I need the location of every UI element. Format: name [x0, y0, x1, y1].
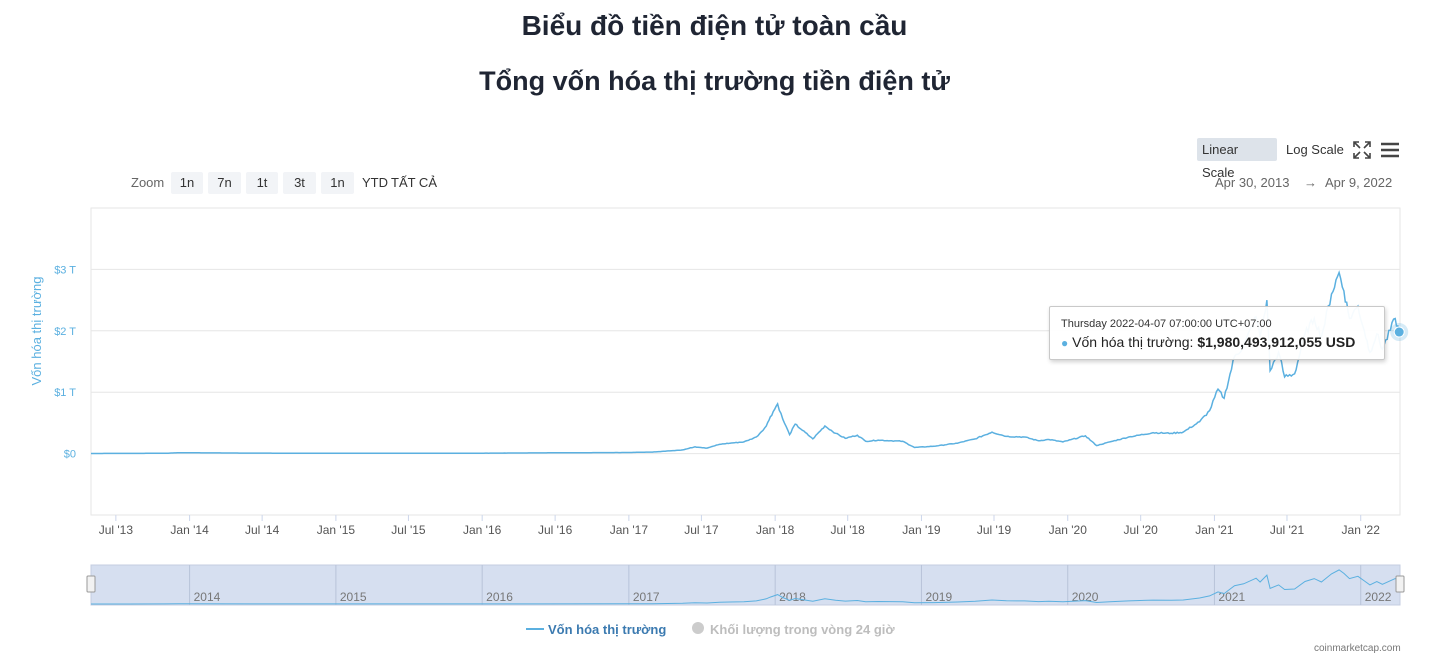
x-axis-ticks: Jul '13 Jan '14 Jul '14 Jan '15 Jul '15 Jan '… [99, 515, 1381, 537]
navigator-year-label: 2022 [1365, 590, 1392, 604]
x-tick-label: Jan '19 [902, 523, 941, 537]
navigator-year-labels: 2014 2015 2016 2017 2018 2019 2020 2021 2022 [189, 565, 1392, 605]
tooltip: Thursday 2022-04-07 07:00:00 UTC+07:00 ●… [1049, 306, 1385, 360]
x-tick-label: Jul '14 [245, 523, 280, 537]
navigator-background [90, 564, 1401, 606]
range-to-input[interactable]: Apr 9, 2022 [1325, 175, 1393, 190]
x-tick-label: Jan '20 [1049, 523, 1088, 537]
y-tick-label: $0 [64, 449, 76, 461]
tooltip-bullet-icon: ● [1061, 336, 1069, 350]
x-tick-label: Jul '18 [831, 523, 866, 537]
navigator-year-label: 2016 [486, 590, 513, 604]
hamburger-menu-icon[interactable] [1378, 138, 1402, 162]
y-axis-ticks: $0 $1 T $2 T $3 T [54, 264, 76, 460]
navigator-year-label: 2014 [194, 590, 221, 604]
x-tick-label: Jul '20 [1124, 523, 1159, 537]
credit-link[interactable]: coinmarketcap.com [1314, 643, 1401, 654]
x-tick-label: Jan '17 [610, 523, 649, 537]
hover-point [1393, 326, 1405, 338]
tooltip-value: $1,980,493,912,055 USD [1197, 334, 1356, 350]
zoom-button-all[interactable]: TẤT CẢ [391, 175, 437, 190]
legend-item-volume[interactable]: Khối lượng trong vòng 24 giờ [690, 622, 895, 637]
x-tick-label: Jan '15 [317, 523, 356, 537]
x-tick-label: Jul '15 [391, 523, 426, 537]
range-navigator[interactable]: 2014 2015 2016 2017 2018 2019 2020 2021 2022 [86, 564, 1405, 606]
navigator-handle-left[interactable] [86, 575, 96, 593]
tooltip-date: Thursday 2022-04-07 07:00:00 UTC+07:00 [1061, 318, 1272, 330]
zoom-button-7n[interactable]: 7n [208, 172, 241, 194]
zoom-button-1n-year[interactable]: 1n [321, 172, 354, 194]
y-tick-label: $2 T [54, 326, 76, 338]
page-title: Biểu đồ tiền điện tử toàn cầu [521, 10, 908, 41]
x-tick-label: Jan '22 [1342, 523, 1381, 537]
series-line-market-cap [91, 270, 1401, 455]
navigator-handle-right[interactable] [1395, 575, 1405, 593]
x-tick-label: Jul '16 [538, 523, 573, 537]
fullscreen-icon[interactable] [1350, 138, 1374, 162]
tooltip-line: ● Vốn hóa thị trường: $1,980,493,912,055… [1061, 334, 1355, 350]
plot-area-border [90, 207, 1401, 516]
navigator-year-label: 2015 [340, 590, 367, 604]
navigator-year-label: 2019 [925, 590, 952, 604]
navigator-year-label: 2017 [633, 590, 660, 604]
grid-lines [90, 207, 1401, 516]
zoom-button-1n-day[interactable]: 1n [171, 172, 203, 194]
x-tick-label: Jul '13 [99, 523, 134, 537]
zoom-button-ytd[interactable]: YTD [362, 175, 388, 190]
x-tick-label: Jul '19 [977, 523, 1012, 537]
x-tick-label: Jan '14 [170, 523, 209, 537]
log-scale-button[interactable]: Log Scale [1286, 142, 1344, 157]
navigator-year-label: 2021 [1218, 590, 1245, 604]
tooltip-series-label: Vốn hóa thị trường: [1072, 334, 1194, 350]
linear-scale-button[interactable]: Linear Scale [1197, 138, 1277, 180]
y-axis-title: Vốn hóa thị trường [29, 276, 44, 385]
navigator-year-label: 2018 [779, 590, 806, 604]
legend-item-market-cap[interactable]: Vốn hóa thị trường [526, 622, 666, 637]
navigator-line [90, 569, 1401, 605]
zoom-button-1t[interactable]: 1t [246, 172, 278, 194]
x-tick-label: Jan '16 [463, 523, 502, 537]
x-tick-label: Jan '21 [1195, 523, 1234, 537]
y-tick-label: $3 T [54, 264, 76, 276]
range-arrow: → [1304, 175, 1317, 190]
zoom-label: Zoom [131, 175, 165, 190]
x-tick-label: Jul '21 [1270, 523, 1305, 537]
legend-label-market-cap: Vốn hóa thị trường [548, 622, 667, 637]
x-tick-label: Jul '17 [684, 523, 719, 537]
x-tick-label: Jan '18 [756, 523, 795, 537]
zoom-button-3t[interactable]: 3t [283, 172, 316, 194]
chart-title: Tổng vốn hóa thị trường tiền điện tử [479, 66, 950, 96]
legend-label-volume: Khối lượng trong vòng 24 giờ [710, 622, 895, 637]
legend-volume-swatch [692, 622, 704, 634]
range-from-input[interactable]: Apr 30, 2013 [1215, 175, 1290, 190]
y-tick-label: $1 T [54, 387, 76, 399]
